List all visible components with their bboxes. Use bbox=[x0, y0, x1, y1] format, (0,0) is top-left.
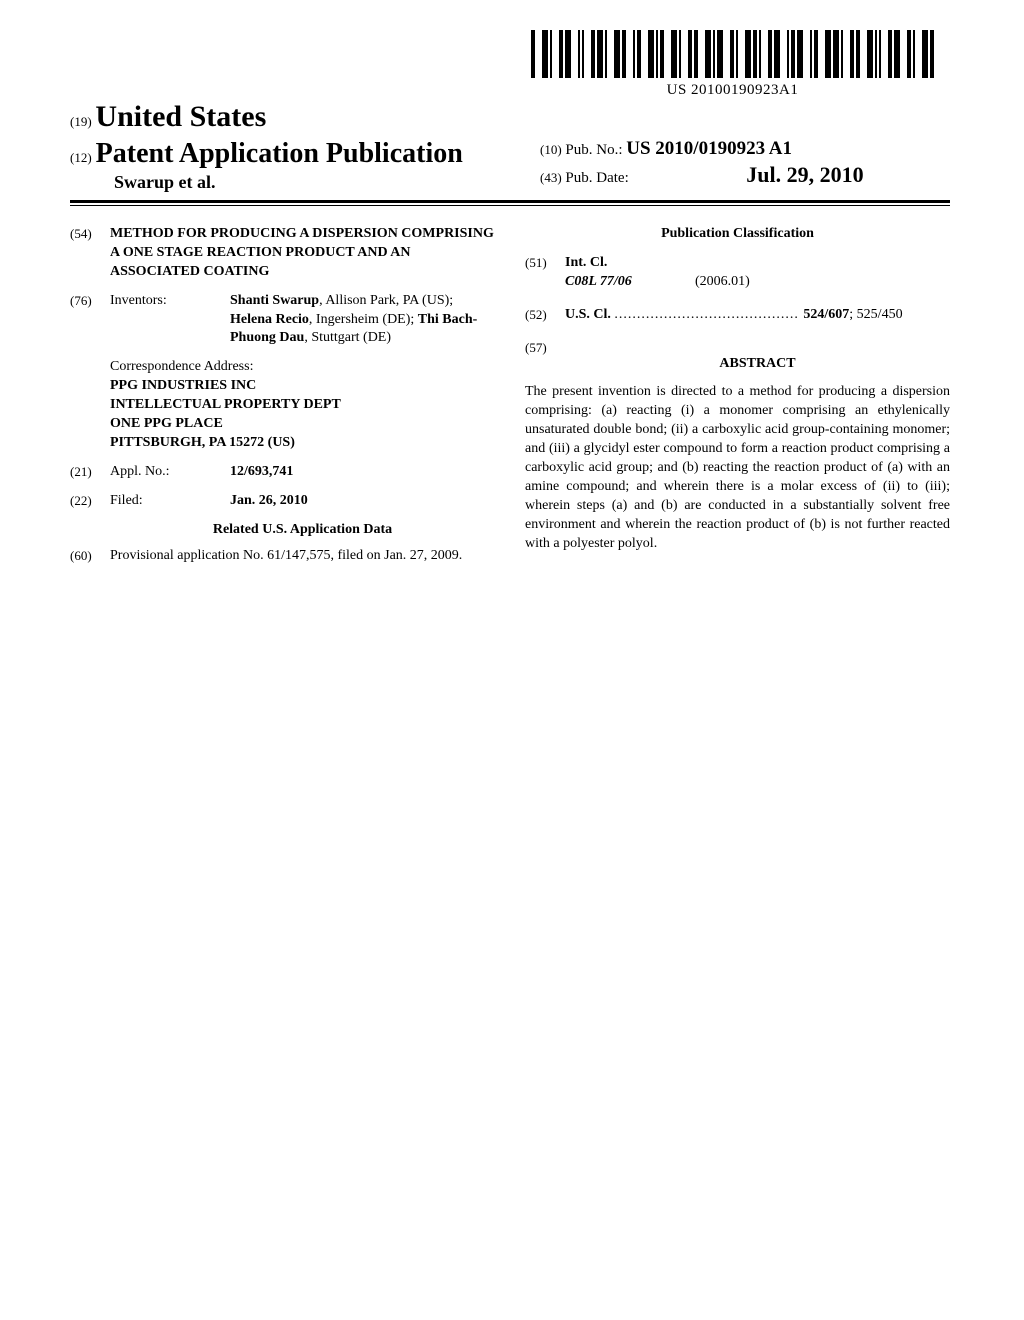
patent-title: METHOD FOR PRODUCING A DISPERSION COMPRI… bbox=[110, 225, 495, 282]
abstract-tag: (57) bbox=[525, 339, 565, 384]
uscl-label: U.S. Cl. bbox=[565, 307, 611, 322]
related-heading: Related U.S. Application Data bbox=[110, 521, 495, 540]
inventors-value: Shanti Swarup, Allison Park, PA (US); He… bbox=[230, 292, 495, 349]
applno-label: Appl. No.: bbox=[110, 463, 230, 482]
right-column: Publication Classification (51) Int. Cl.… bbox=[525, 225, 950, 576]
pubdate-value: Jul. 29, 2010 bbox=[746, 162, 863, 187]
uscl-value: 524/607 bbox=[803, 307, 849, 322]
country-tag: (19) bbox=[70, 114, 92, 129]
pubdate-label: Pub. Date: bbox=[565, 170, 628, 186]
applno-item: (21) Appl. No.: 12/693,741 bbox=[70, 463, 495, 482]
pubno-tag: (10) bbox=[540, 142, 562, 157]
pub-tag: (12) bbox=[70, 150, 92, 165]
intcl-date: (2006.01) bbox=[695, 273, 750, 292]
intcl-tag: (51) bbox=[525, 254, 565, 292]
inventors-item: (76) Inventors: Shanti Swarup, Allison P… bbox=[70, 292, 495, 349]
header-left: (19) United States (12) Patent Applicati… bbox=[70, 100, 463, 193]
content-columns: (54) METHOD FOR PRODUCING A DISPERSION C… bbox=[70, 225, 950, 576]
intcl-code: C08L 77/06 bbox=[565, 273, 695, 292]
pubdate-tag: (43) bbox=[540, 170, 562, 185]
filed-value: Jan. 26, 2010 bbox=[230, 493, 308, 508]
left-column: (54) METHOD FOR PRODUCING A DISPERSION C… bbox=[70, 225, 495, 576]
intcl-item: (51) Int. Cl. C08L 77/06 (2006.01) bbox=[525, 254, 950, 292]
correspondence-block: Correspondence Address: PPG INDUSTRIES I… bbox=[110, 358, 495, 452]
header-right: (10) Pub. No.: US 2010/0190923 A1 (43) P… bbox=[540, 138, 864, 188]
filed-tag: (22) bbox=[70, 492, 110, 511]
pubno-label: Pub. No.: bbox=[565, 142, 622, 158]
inventors-tag: (76) bbox=[70, 292, 110, 349]
abstract-heading: ABSTRACT bbox=[565, 355, 950, 374]
uscl-secondary: ; 525/450 bbox=[849, 307, 902, 322]
applno-value: 12/693,741 bbox=[230, 464, 293, 479]
country-name: United States bbox=[95, 100, 266, 133]
inventors-label: Inventors: bbox=[110, 292, 230, 349]
divider-thick bbox=[70, 200, 950, 203]
correspondence-line-1: INTELLECTUAL PROPERTY DEPT bbox=[110, 396, 495, 415]
classification-heading: Publication Classification bbox=[525, 225, 950, 244]
correspondence-line-2: ONE PPG PLACE bbox=[110, 415, 495, 434]
correspondence-line-3: PITTSBURGH, PA 15272 (US) bbox=[110, 434, 495, 453]
title-tag: (54) bbox=[70, 225, 110, 282]
abstract-body: The present invention is directed to a m… bbox=[525, 383, 950, 553]
barcode-text: US 20100190923A1 bbox=[531, 82, 934, 99]
correspondence-label: Correspondence Address: bbox=[110, 358, 495, 377]
provisional-tag: (60) bbox=[70, 547, 110, 566]
title-item: (54) METHOD FOR PRODUCING A DISPERSION C… bbox=[70, 225, 495, 282]
provisional-item: (60) Provisional application No. 61/147,… bbox=[70, 547, 495, 566]
divider-thin bbox=[70, 205, 950, 206]
authors-line: Swarup et al. bbox=[114, 172, 463, 193]
uscl-item: (52) U.S. Cl. ..........................… bbox=[525, 306, 950, 325]
abstract-header: (57) ABSTRACT bbox=[525, 339, 950, 384]
provisional-text: Provisional application No. 61/147,575, … bbox=[110, 547, 495, 566]
uscl-dots: ........................................… bbox=[614, 307, 803, 322]
filed-label: Filed: bbox=[110, 492, 230, 511]
applno-tag: (21) bbox=[70, 463, 110, 482]
barcode-region: US 20100190923A1 bbox=[531, 30, 934, 99]
intcl-label: Int. Cl. bbox=[565, 255, 607, 270]
pubno-value: US 2010/0190923 A1 bbox=[626, 138, 792, 159]
correspondence-line-0: PPG INDUSTRIES INC bbox=[110, 377, 495, 396]
barcode-graphic bbox=[531, 30, 934, 78]
uscl-tag: (52) bbox=[525, 306, 565, 325]
filed-item: (22) Filed: Jan. 26, 2010 bbox=[70, 492, 495, 511]
pub-label: Patent Application Publication bbox=[96, 138, 463, 169]
